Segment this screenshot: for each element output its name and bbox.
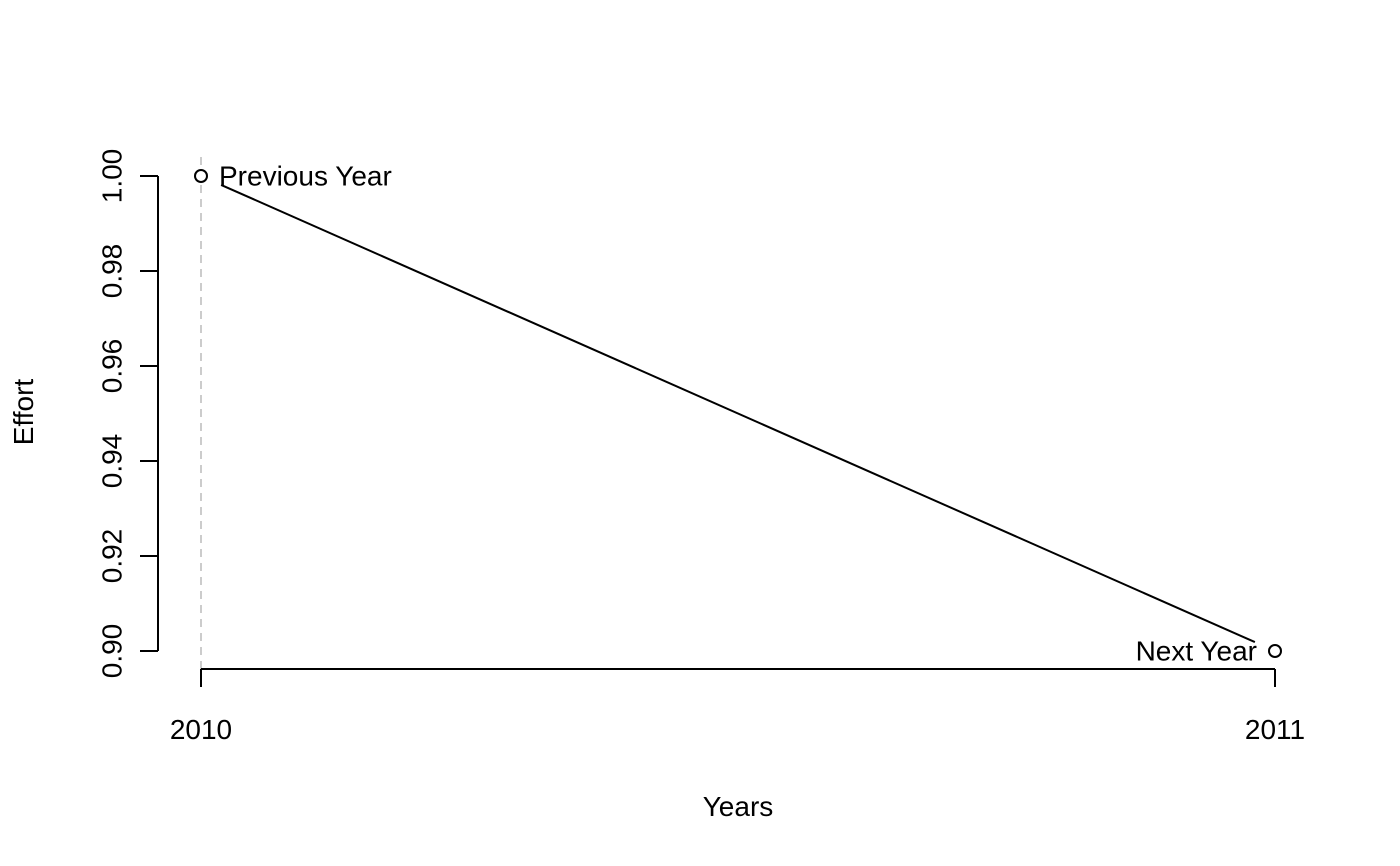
- y-tick-label: 0.96: [96, 339, 127, 394]
- data-point-label: Next Year: [1136, 636, 1257, 667]
- data-point: [1268, 644, 1282, 658]
- series-line-segment: [220, 183, 1256, 644]
- axes-layer: 0.90 0.92 0.94 0.96 0.98 1.00 2010 2011: [96, 149, 1305, 745]
- x-tick-label: 2010: [170, 714, 232, 745]
- data-point: [194, 169, 208, 183]
- x-tick-label: 2011: [1245, 714, 1305, 745]
- y-axis-title: Effort: [8, 379, 39, 446]
- y-tick-label: 0.90: [96, 624, 127, 679]
- y-tick-label: 0.92: [96, 529, 127, 584]
- y-tick-label: 1.00: [96, 149, 127, 204]
- y-tick-label: 0.94: [96, 434, 127, 489]
- y-tick-label: 0.98: [96, 244, 127, 299]
- labels-layer: Previous Year Next Year: [219, 161, 1257, 667]
- data-point-label: Previous Year: [219, 161, 392, 192]
- series-layer: [194, 169, 1282, 658]
- x-axis-title: Years: [703, 791, 774, 822]
